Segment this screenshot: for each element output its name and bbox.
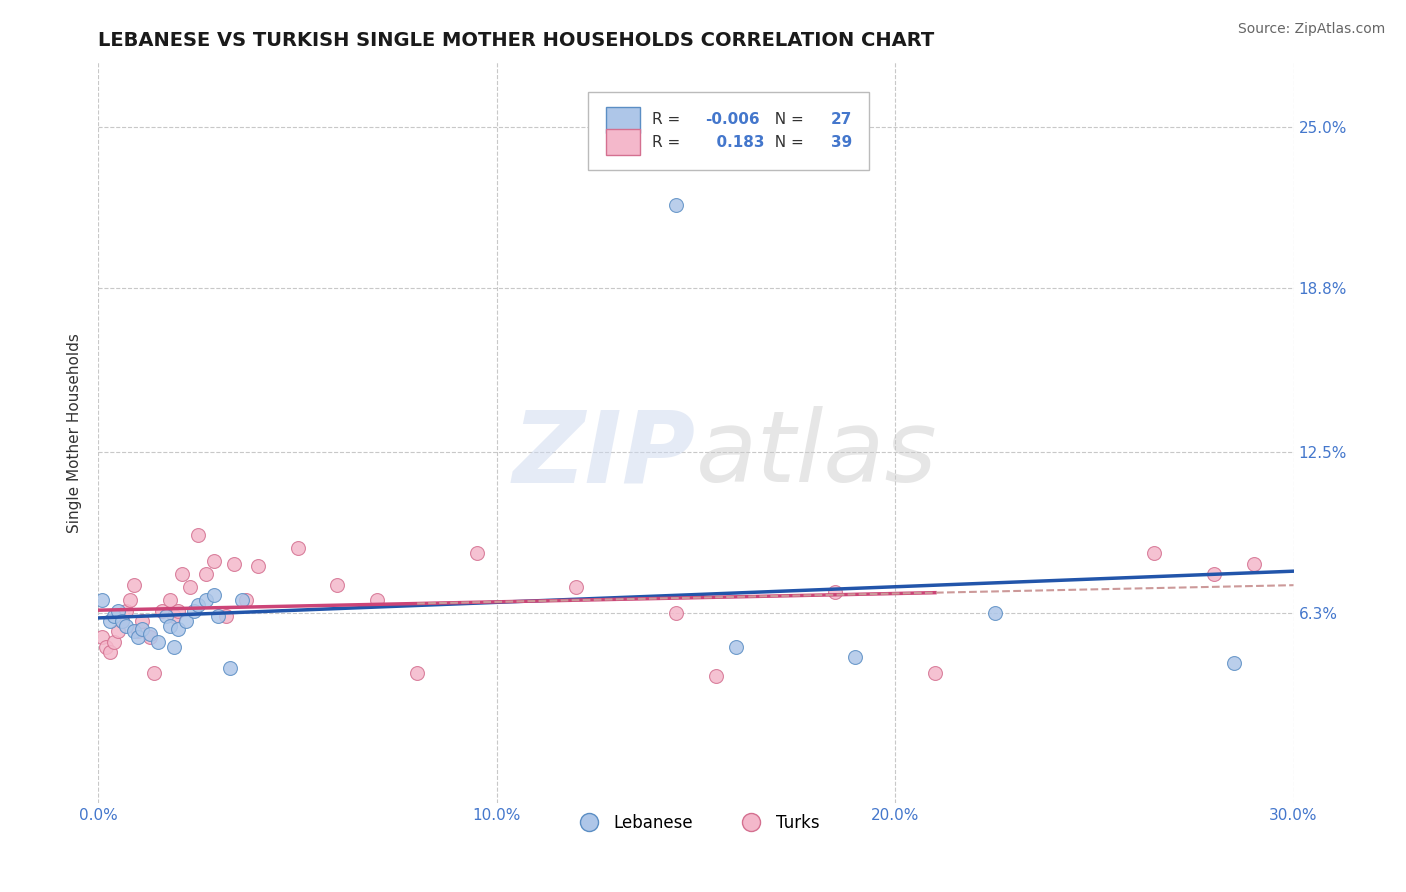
Point [1223,656,1246,670]
Point [91,630,114,644]
Point [98,614,122,628]
Text: 39: 39 [831,135,852,150]
Point [1243,557,1265,571]
Point [246,559,269,574]
Text: LEBANESE VS TURKISH SINGLE MOTHER HOUSEHOLDS CORRELATION CHART: LEBANESE VS TURKISH SINGLE MOTHER HOUSEH… [98,30,935,50]
Text: N =: N = [765,112,808,128]
Point [1143,546,1166,560]
Point [202,554,225,568]
Point [172,567,194,582]
FancyBboxPatch shape [606,129,640,155]
Point [724,640,747,654]
Text: R =: R = [652,112,685,128]
Point [465,546,488,560]
Text: 27: 27 [831,112,852,128]
Point [127,630,149,644]
Point [115,603,138,617]
Point [159,593,181,607]
Point [207,608,229,623]
Point [195,593,218,607]
Point [139,630,162,644]
FancyBboxPatch shape [606,107,640,133]
Text: 0.183: 0.183 [706,135,763,150]
Point [565,580,588,594]
Point [219,661,242,675]
Point [195,567,218,582]
Point [107,624,129,639]
Point [120,593,142,607]
Point [984,606,1007,620]
Point [143,665,166,680]
Point [187,599,209,613]
Point [924,665,946,680]
Point [159,619,181,633]
Point [665,198,688,212]
Point [139,627,162,641]
Point [167,603,190,617]
Point [202,588,225,602]
Point [96,640,118,654]
Legend: Lebanese, Turks: Lebanese, Turks [565,807,827,838]
Point [844,650,866,665]
Point [215,608,238,623]
Text: R =: R = [652,135,685,150]
Point [131,614,153,628]
Text: atlas: atlas [696,407,938,503]
Point [406,665,429,680]
Point [103,634,125,648]
Point [665,606,688,620]
Point [187,528,209,542]
Point [287,541,309,556]
Point [155,608,177,623]
Point [98,645,122,659]
Point [91,593,114,607]
Point [179,580,201,594]
Point [222,557,245,571]
Point [148,634,170,648]
Point [163,608,186,623]
Point [124,577,146,591]
Text: -0.006: -0.006 [706,112,761,128]
Text: N =: N = [765,135,808,150]
Point [326,577,349,591]
Point [167,622,190,636]
Text: Source: ZipAtlas.com: Source: ZipAtlas.com [1237,22,1385,37]
Point [163,640,186,654]
Point [150,603,173,617]
Point [183,603,205,617]
Point [103,608,125,623]
Point [1202,567,1225,582]
Y-axis label: Single Mother Households: Single Mother Households [67,333,83,533]
Point [231,593,253,607]
Point [127,624,149,639]
Point [824,585,846,599]
Point [111,614,134,628]
Point [124,624,146,639]
Point [235,593,257,607]
Point [366,593,388,607]
Point [704,668,727,682]
FancyBboxPatch shape [589,92,869,169]
Point [107,603,129,617]
Text: ZIP: ZIP [513,407,696,503]
Point [111,614,134,628]
Point [131,622,153,636]
Point [174,614,197,628]
Point [115,619,138,633]
